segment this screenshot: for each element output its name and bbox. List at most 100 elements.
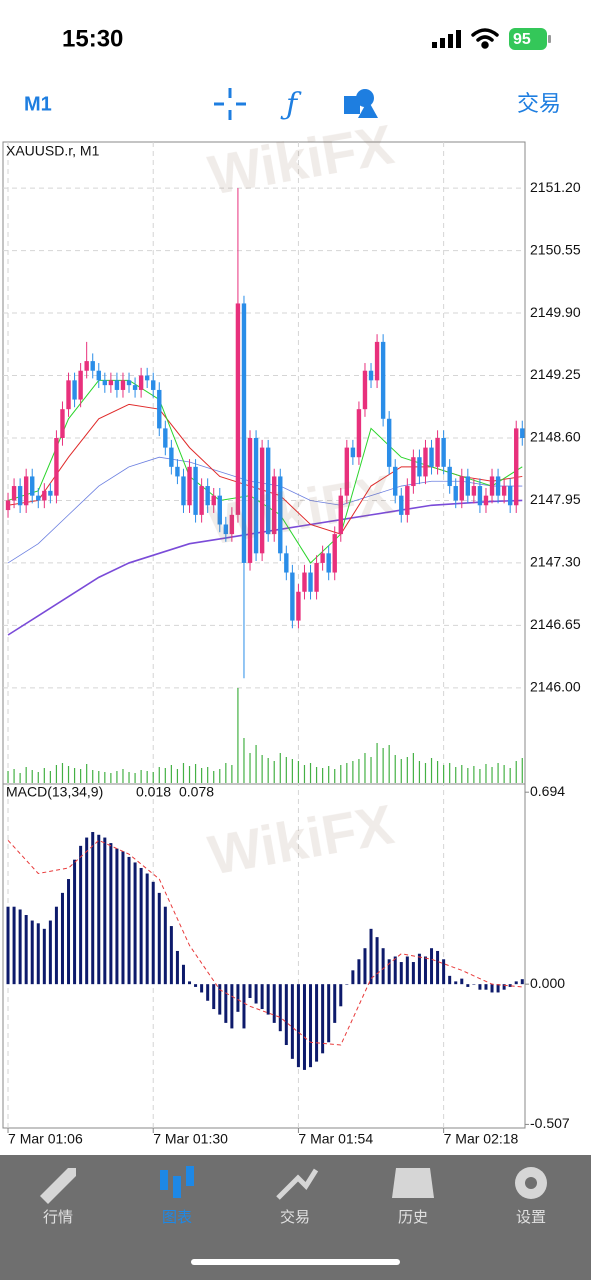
macd-bar [163,906,167,985]
timeframe-button[interactable]: M1 [24,93,52,115]
volume-bar [449,763,451,783]
indicator-button[interactable]: ƒ [280,87,302,122]
volume-bar [249,753,251,783]
volume-bar [412,753,414,783]
candle-body [48,490,53,496]
candle-body [435,437,440,467]
macd-bar [79,845,83,985]
moving-average [7,379,523,564]
candle-body [84,361,89,371]
candle-body [501,486,507,496]
volume-bar [521,758,523,783]
volume-bar [291,759,293,783]
macd-bar [6,906,10,985]
volume-bar [67,766,70,783]
tab-label[interactable]: 设置 [516,1209,546,1226]
macd-bar [194,984,198,987]
candle-body [42,490,47,501]
volume-bar [49,771,51,783]
macd-bar [103,837,107,985]
candle-body [199,486,204,515]
macd-bar [496,984,500,993]
signal-line [7,839,523,1046]
macd-bar [109,843,113,985]
candle-body [5,500,11,511]
volume-bar [140,770,142,783]
battery [509,28,547,50]
candle-body [356,409,362,458]
volume-bar [430,758,433,783]
macd-bar [436,950,440,985]
tab-label[interactable]: 行情 [43,1209,73,1226]
macd-bar [430,948,434,985]
volume-bar [497,763,499,783]
candle-body [120,380,126,390]
icon-quotes [40,1168,76,1204]
volume-bar [104,772,106,783]
macd-bar [417,953,421,985]
candle-body [471,486,477,496]
candle-body [247,437,253,563]
chart-frame [2,141,526,1129]
macd-bar [12,906,16,985]
candle-body [259,447,265,554]
macd-bar [224,984,228,1023]
volume-bar [400,759,402,783]
macd-bar [218,984,222,1015]
candle-body [205,486,210,506]
macd-bar [24,915,28,985]
signal-icon [432,30,461,48]
volume-bar [231,765,233,783]
macd-bar [54,906,58,985]
y-tick-label: 2147.30 [530,554,581,570]
moving-average [7,456,523,564]
macd-bar [73,859,77,985]
macd-bar [188,981,192,985]
volume-bar [479,769,481,783]
volume-bar [152,772,154,783]
candle-body [54,437,59,496]
volume-bar [164,768,166,783]
tab-label[interactable]: 历史 [398,1209,428,1226]
candle-body [90,361,95,371]
symbol-title: XAUUSD.r, M1 [6,143,100,159]
candle-body [417,457,422,477]
macd-bar [284,984,288,1046]
volume-bar [188,766,191,783]
candle-body [36,495,41,501]
macd-bar [351,970,355,985]
volume-bar [485,764,487,783]
candle-body [465,476,471,496]
candle-body [217,495,222,525]
volume-bar [376,743,378,783]
macd-bar [248,984,252,998]
tab-label[interactable]: 交易 [280,1208,310,1226]
crosshair-button[interactable] [214,88,246,120]
objects-button[interactable] [344,89,378,118]
macd-bar [405,956,409,985]
macd-value: 0.018 [136,784,171,800]
macd-bar [272,984,276,1023]
macd-bar [514,981,518,985]
macd-bar [321,984,325,1054]
candle-body [114,380,120,390]
battery-level: 95 [513,31,531,48]
volume-bar [406,757,408,783]
volume-bar [285,757,287,783]
label-layer: 2146.00 2146.65 2147.30 2147.95 2148.60 2149.… [7,179,581,1147]
macd-bar [36,923,40,985]
candle-body [368,370,374,381]
macd-bar [466,984,470,987]
macd-bar [60,892,64,985]
trade-button[interactable]: 交易 [517,91,561,116]
tab-label[interactable]: 图表 [162,1209,192,1226]
volume-bar [273,761,275,783]
macd-bar [97,834,101,985]
candle-body [96,370,101,381]
volume-bar [509,768,511,783]
candle-body [163,428,168,448]
volume-bar [364,753,366,783]
volume-bar [315,767,318,783]
